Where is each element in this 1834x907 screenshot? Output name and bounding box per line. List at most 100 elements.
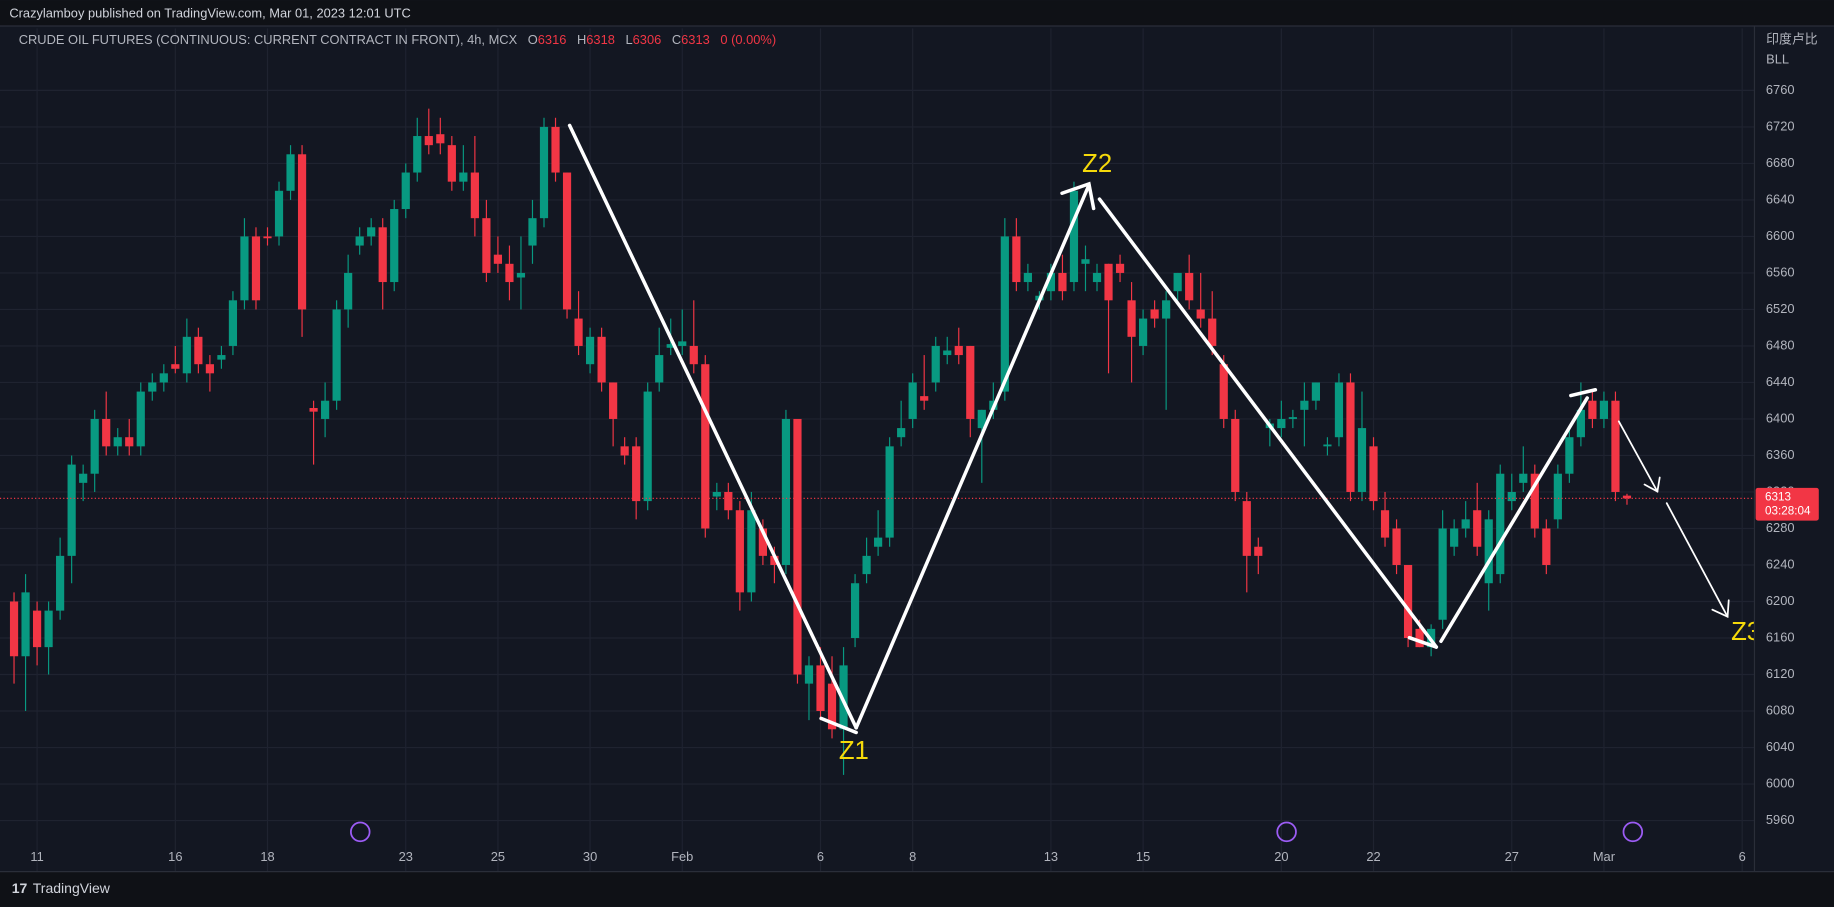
candle-body: [44, 610, 53, 648]
candle-body: [274, 190, 284, 237]
candle-body: [1392, 528, 1401, 565]
candle-body: [931, 345, 940, 383]
y-tick-label: 6160: [1766, 629, 1795, 644]
candle-body: [1242, 501, 1251, 556]
y-tick-label: 6480: [1766, 337, 1795, 352]
candle-body: [1104, 263, 1113, 301]
candle-body: [1069, 190, 1079, 283]
candle-body: [309, 408, 318, 412]
trend-line: [1439, 396, 1589, 643]
candle-body: [217, 355, 226, 360]
candle-body: [21, 592, 30, 657]
y-tick-label: 6680: [1766, 155, 1795, 170]
candle-body: [459, 172, 468, 182]
candle-body: [263, 236, 272, 239]
candle-body: [701, 364, 710, 529]
x-tick-label: 8: [909, 849, 916, 864]
currency: 印度卢比: [1766, 31, 1818, 46]
candle-body: [1588, 400, 1597, 419]
candle-body: [735, 510, 744, 593]
y-tick-label: 6360: [1766, 447, 1795, 462]
candle-body: [724, 491, 733, 511]
x-tick-label: 18: [260, 849, 274, 864]
candle-body: [297, 154, 307, 310]
legend-high: 6318: [586, 33, 615, 48]
candle-body: [390, 209, 399, 283]
candle-body: [1553, 473, 1562, 520]
drawings: Z1 Z2 Z3: [567, 123, 1761, 765]
countdown: 03:28:04: [1765, 504, 1811, 517]
x-tick-label: Feb: [671, 849, 693, 864]
candle-body: [781, 418, 791, 565]
candle-body: [528, 218, 537, 246]
y-tick-label: 6080: [1766, 702, 1795, 717]
candle-body: [332, 309, 341, 401]
trend-line: [1569, 388, 1598, 398]
candle-body: [516, 272, 526, 278]
candle-body: [67, 464, 76, 556]
legend-c: C: [672, 33, 681, 48]
x-tick-label: 11: [30, 849, 43, 864]
candle-body: [966, 345, 975, 419]
y-tick-label: 6760: [1766, 82, 1795, 97]
candle-body: [1208, 318, 1217, 346]
trend-line: [567, 123, 858, 730]
y-tick-label: 6520: [1766, 301, 1795, 316]
candle-body: [1403, 564, 1413, 639]
candle-body: [689, 345, 698, 365]
candle-body: [920, 396, 929, 401]
legend-open: 6316: [538, 33, 567, 48]
legend-close: 6313: [681, 33, 710, 48]
candle-body: [678, 341, 687, 346]
candle-body: [770, 555, 779, 565]
y-tick-label: 6720: [1766, 118, 1795, 133]
candle-body: [1277, 418, 1286, 429]
candle-body: [1288, 417, 1297, 419]
candle-body: [827, 683, 837, 730]
candle-body: [1323, 444, 1332, 447]
candle-body: [1311, 382, 1321, 401]
candle-body: [251, 236, 261, 301]
candle-body: [954, 345, 963, 356]
trend-line: [1407, 635, 1439, 649]
y-tick-label: 6440: [1766, 374, 1795, 389]
candle-body: [897, 428, 906, 438]
event-icon[interactable]: [1276, 821, 1297, 843]
candle-body: [90, 418, 99, 474]
footer-bar: [0, 871, 1834, 907]
candle-body: [424, 136, 433, 146]
candle-body: [874, 537, 883, 547]
y-tick-label: 6600: [1766, 228, 1795, 243]
event-icon[interactable]: [1622, 821, 1644, 843]
event-icon[interactable]: [350, 821, 371, 843]
candle-body: [1162, 300, 1171, 319]
candle-body: [159, 373, 168, 383]
x-tick-label: 6: [1739, 849, 1746, 864]
candle-body: [286, 154, 295, 191]
candle-body: [493, 254, 503, 264]
projection-arrow: [1665, 502, 1729, 618]
candle-body: [1496, 473, 1505, 575]
candle-body: [9, 601, 19, 657]
y-tick-label: 6000: [1766, 775, 1795, 790]
candle-body: [1450, 528, 1459, 547]
candle-body: [344, 272, 353, 310]
candle-body: [1127, 300, 1136, 337]
candle-body: [79, 473, 88, 483]
candle-body: [1611, 400, 1620, 492]
candle-body: [401, 172, 410, 210]
candle-body: [1219, 364, 1228, 419]
price-label-box: [1755, 487, 1819, 521]
x-tick-label: Mar: [1593, 849, 1616, 864]
x-tick-label: 16: [168, 849, 182, 864]
candle-body: [1507, 491, 1516, 502]
candle-body: [1415, 628, 1424, 648]
candle-body: [321, 400, 330, 419]
price-label: 6313: [1765, 490, 1791, 503]
candle-body: [205, 364, 214, 374]
candle-body: [1081, 259, 1090, 264]
x-tick-label: 30: [583, 849, 597, 864]
candle-body: [1012, 236, 1021, 283]
candle-body: [1622, 495, 1632, 499]
